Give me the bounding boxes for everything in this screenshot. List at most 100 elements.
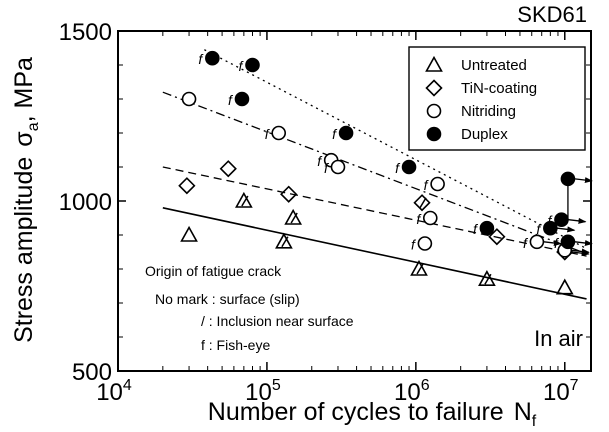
x-tick-label: 107: [543, 377, 579, 406]
legend-marker-duplex: [426, 126, 442, 142]
inclusion-mark: [416, 263, 424, 275]
point-nitriding: [330, 159, 346, 175]
y-axis-unit: , MPa: [10, 57, 38, 122]
point-nitriding: [422, 210, 438, 226]
runout-arrow: [571, 248, 590, 255]
legend: Untreated TiN-coating Nitriding Duplex: [408, 46, 586, 151]
point-duplex: [338, 125, 354, 141]
point-nitriding: [430, 176, 445, 192]
point-untreated: [275, 232, 293, 249]
note-fish-eye: f : Fish-eye: [201, 337, 270, 353]
y-axis-symbol: σ: [10, 131, 38, 147]
inclusion-mark: [241, 195, 249, 207]
inclusion-mark: [419, 197, 427, 209]
legend-label: Duplex: [461, 126, 508, 143]
y-tick-label: 500: [72, 359, 112, 386]
runout-arrow: [574, 240, 593, 246]
fish-eye-mark: f: [324, 160, 330, 176]
fish-eye-mark: f: [228, 92, 234, 108]
legend-label: Untreated: [461, 57, 527, 74]
fish-eye-mark: f: [411, 237, 417, 253]
runout-arrow: [557, 226, 576, 233]
x-axis-title: Number of cycles to failure Nf: [208, 398, 537, 430]
x-axis-symbol-sub: f: [532, 413, 537, 430]
fish-eye-mark: f: [548, 213, 554, 229]
inclusion-mark: [281, 236, 289, 248]
fish-eye-mark: f: [265, 126, 271, 142]
x-tick-base: 10: [394, 379, 421, 406]
chart-title: SKD61: [517, 2, 587, 27]
x-tick-base: 10: [245, 379, 272, 406]
point-untreated: [555, 278, 574, 295]
x-tick-label: 105: [245, 377, 281, 406]
point-duplex: [479, 220, 495, 236]
fish-eye-mark: f: [424, 177, 430, 193]
point-tin-coating: [178, 177, 196, 195]
legend-marker-nitriding: [426, 103, 442, 119]
y-tick-label: 1000: [59, 189, 112, 216]
y-tick-label: 1500: [59, 19, 112, 46]
x-tick-exponent: 4: [123, 377, 132, 394]
point-duplex: [234, 91, 250, 107]
legend-label: TiN-coating: [461, 80, 537, 97]
x-axis-label: Number of cycles to failure: [208, 398, 504, 426]
point-duplex: [245, 57, 260, 73]
fish-eye-mark: f: [554, 235, 560, 251]
origin-notes: Origin of fatigue crack No mark : surfac…: [145, 263, 354, 353]
x-tick-label: 106: [394, 377, 430, 406]
fish-eye-mark: f: [317, 153, 323, 169]
x-axis-symbol: N: [514, 398, 532, 426]
note-surface: No mark : surface (slip): [155, 291, 300, 307]
point-tin-coating: [488, 228, 506, 246]
inclusion-mark: [484, 273, 492, 285]
runout-arrow: [543, 240, 562, 246]
legend-label: Nitriding: [461, 103, 516, 120]
environment-label: In air: [534, 326, 583, 351]
fit-lines: [162, 49, 587, 300]
point-nitriding: [417, 236, 433, 251]
x-tick-label: 104: [96, 377, 132, 406]
point-untreated: [180, 225, 198, 242]
x-tick-exponent: 5: [272, 377, 281, 394]
point-untreated: [284, 208, 303, 225]
fish-eye-mark: f: [395, 160, 401, 176]
x-tick-exponent: 6: [421, 377, 430, 394]
fish-eye-mark: f: [473, 221, 479, 237]
point-nitriding: [181, 91, 197, 107]
x-tick-base: 10: [543, 379, 570, 406]
point-untreated: [410, 259, 428, 276]
point-untreated: [478, 270, 496, 287]
inclusion-mark: [290, 212, 298, 224]
point-tin-coating: [219, 160, 237, 178]
note-inclusion: / : Inclusion near surface: [201, 313, 354, 329]
point-untreated: [234, 191, 253, 208]
legend-marker-untreated: [425, 55, 443, 72]
fit-line-tin-coating: [162, 166, 587, 257]
runout-arrow: [568, 217, 587, 224]
point-duplex: [401, 159, 417, 175]
x-tick-base: 10: [96, 379, 123, 406]
runout-arrow: [574, 177, 593, 184]
legend-marker-tin-coating: [425, 79, 443, 97]
point-duplex: [543, 220, 558, 236]
y-axis-label: Stress amplitude: [10, 157, 38, 343]
note-heading: Origin of fatigue crack: [145, 263, 282, 279]
point-nitriding: [529, 234, 545, 250]
fish-eye-mark: f: [332, 126, 338, 142]
point-duplex: [560, 234, 576, 250]
point-tin-coating: [280, 185, 298, 203]
fish-eye-mark: f: [523, 235, 529, 251]
fish-eye-mark: f: [239, 58, 245, 74]
fish-eye-mark: f: [198, 51, 204, 67]
point-duplex: [554, 212, 569, 227]
fish-eye-mark: f: [536, 221, 542, 237]
point-duplex: [205, 50, 220, 66]
y-axis-title: Stress amplitude σa, MPa: [10, 57, 42, 343]
fit-line-untreated: [162, 207, 587, 300]
fish-eye-mark: f: [416, 211, 422, 227]
x-tick-exponent: 7: [570, 377, 579, 394]
